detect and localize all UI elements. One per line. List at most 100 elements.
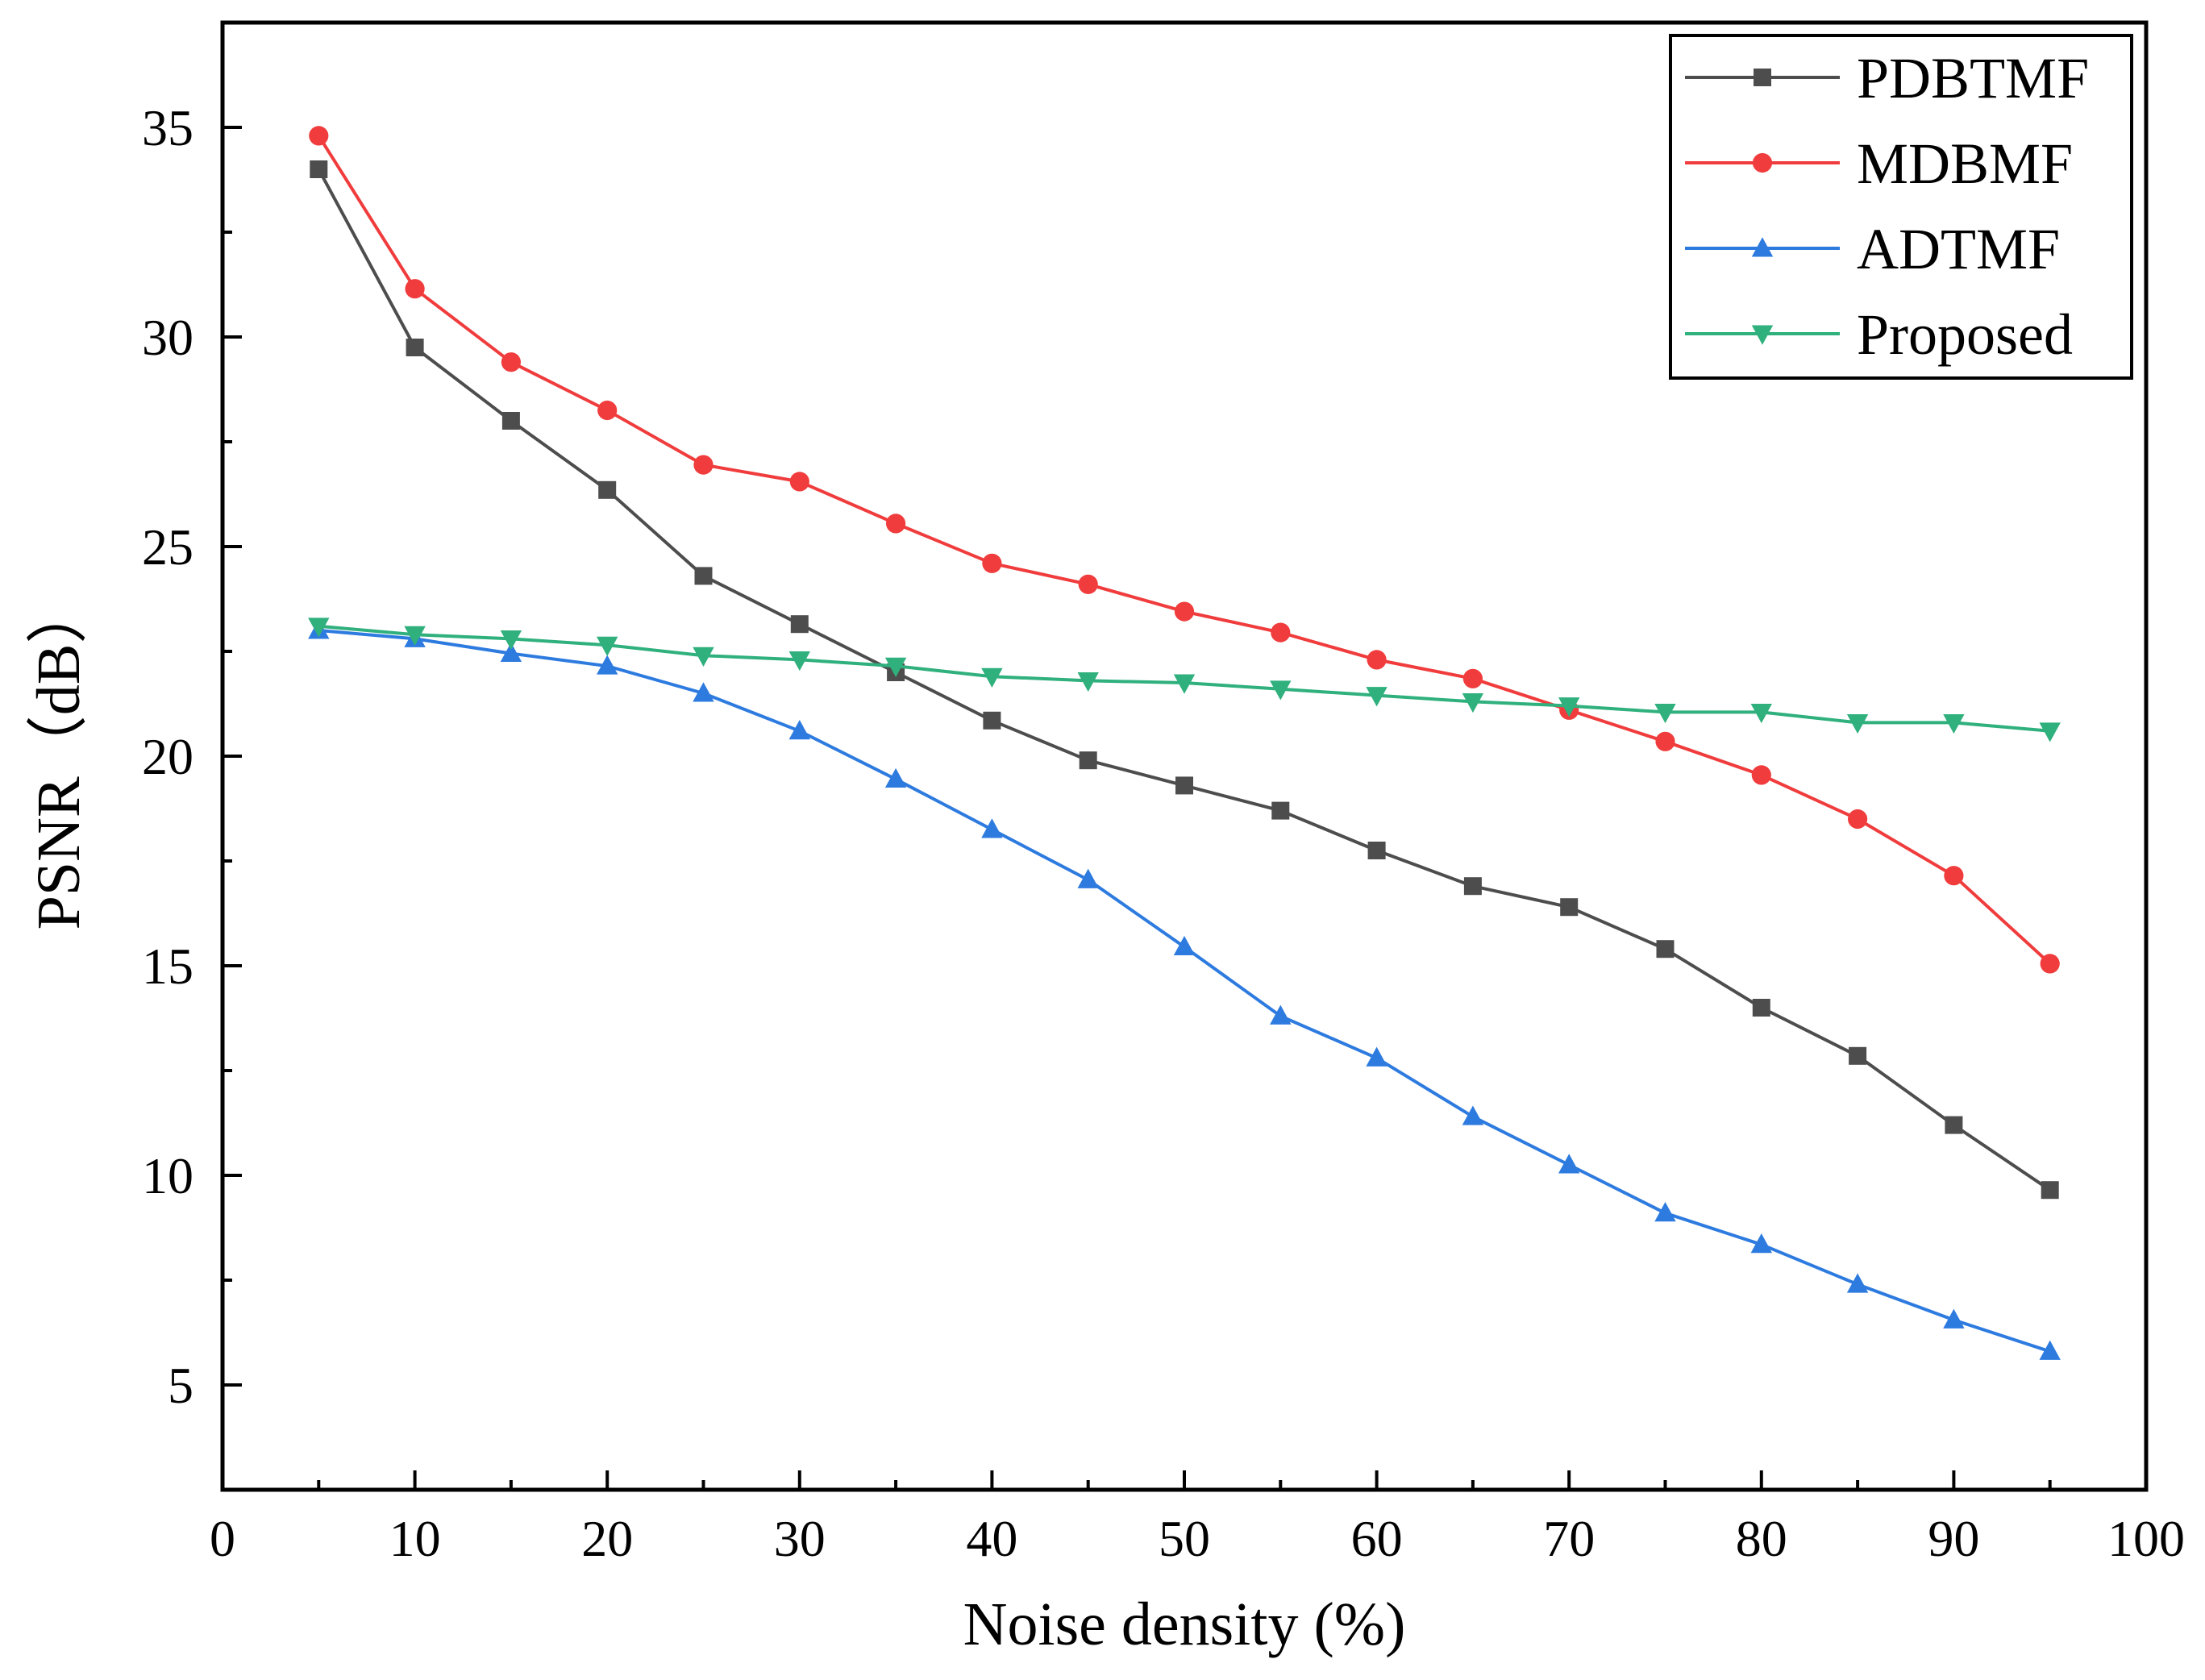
data-point-pdbtmf — [1175, 776, 1193, 795]
data-point-adtmf — [1173, 935, 1196, 956]
data-point-proposed — [404, 626, 426, 646]
data-point-pdbtmf — [310, 160, 328, 178]
legend-item-mdbmf: MDBMF — [1685, 131, 2073, 196]
y-axis-ticks: 5 10 15 20 25 30 35 — [142, 99, 242, 1414]
data-point-adtmf — [1846, 1273, 1869, 1293]
data-point-pdbtmf — [501, 412, 520, 430]
data-point-pdbtmf — [1945, 1116, 1963, 1134]
y-tick-label: 35 — [142, 99, 193, 156]
data-point-adtmf — [1943, 1308, 1965, 1329]
series-layer — [308, 126, 2061, 1360]
data-point-pdbtmf — [983, 711, 1001, 730]
data-point-mdbmf — [1751, 765, 1771, 785]
legend-marker — [1752, 152, 1773, 173]
data-point-adtmf — [2039, 1340, 2061, 1360]
legend-label: Proposed — [1857, 302, 2073, 367]
series-mdbmf — [309, 126, 2060, 974]
x-axis-ticks: 0 10 20 30 40 50 60 70 80 90 100 — [210, 1470, 2185, 1567]
data-point-pdbtmf — [406, 339, 424, 356]
data-point-adtmf — [1654, 1202, 1676, 1222]
y-tick-label: 25 — [142, 518, 193, 576]
data-point-mdbmf — [982, 553, 1002, 573]
x-tick-label: 20 — [581, 1510, 633, 1567]
y-tick-label: 15 — [142, 938, 193, 995]
x-tick-label: 40 — [966, 1510, 1017, 1567]
legend-label: MDBMF — [1857, 131, 2073, 196]
x-tick-label: 100 — [2107, 1510, 2185, 1567]
data-point-pdbtmf — [1752, 999, 1770, 1017]
data-point-proposed — [308, 618, 330, 638]
data-point-pdbtmf — [1367, 842, 1386, 859]
data-point-pdbtmf — [1560, 898, 1579, 917]
data-point-pdbtmf — [1656, 940, 1675, 959]
data-point-mdbmf — [501, 352, 522, 372]
data-point-adtmf — [1558, 1154, 1580, 1174]
data-point-mdbmf — [405, 279, 425, 299]
data-point-adtmf — [1366, 1046, 1387, 1067]
y-tick-label: 30 — [142, 309, 193, 366]
y-tick-label: 5 — [168, 1357, 193, 1414]
data-point-mdbmf — [309, 126, 329, 146]
legend-entries: PDBTMF MDBMF ADTMF Proposed — [1685, 46, 2089, 367]
data-point-proposed — [884, 657, 907, 677]
data-point-adtmf — [693, 682, 714, 702]
data-point-pdbtmf — [1271, 801, 1290, 820]
data-point-mdbmf — [1944, 866, 1964, 886]
data-point-proposed — [1654, 703, 1676, 724]
series-adtmf — [308, 619, 2061, 1360]
data-point-adtmf — [1750, 1233, 1772, 1254]
legend-marker — [1751, 237, 1774, 257]
x-tick-label: 10 — [389, 1510, 441, 1567]
x-tick-label: 90 — [1928, 1510, 1979, 1567]
data-point-pdbtmf — [694, 567, 713, 585]
series-proposed — [308, 618, 2061, 742]
data-point-proposed — [1750, 703, 1772, 724]
x-tick-label: 30 — [774, 1510, 826, 1567]
data-point-pdbtmf — [1849, 1046, 1867, 1065]
data-point-mdbmf — [693, 455, 714, 475]
data-point-pdbtmf — [1463, 877, 1482, 896]
data-point-mdbmf — [1174, 601, 1195, 622]
data-point-proposed — [1846, 713, 1869, 734]
data-point-proposed — [597, 636, 618, 656]
data-point-proposed — [1173, 674, 1196, 694]
x-tick-label: 50 — [1159, 1510, 1210, 1567]
data-point-mdbmf — [597, 400, 618, 421]
data-point-pdbtmf — [598, 480, 617, 499]
data-point-proposed — [2039, 722, 2061, 742]
data-point-adtmf — [981, 818, 1003, 838]
legend-item-pdbtmf: PDBTMF — [1685, 46, 2089, 110]
data-point-mdbmf — [1367, 650, 1387, 670]
x-tick-label: 70 — [1543, 1510, 1595, 1567]
legend-label: PDBTMF — [1857, 46, 2089, 110]
y-axis-title: PSNR（dB） — [25, 583, 93, 930]
data-point-adtmf — [500, 642, 522, 663]
data-point-adtmf — [884, 767, 907, 788]
data-point-proposed — [1943, 713, 1965, 734]
data-point-pdbtmf — [790, 615, 809, 634]
data-point-proposed — [981, 667, 1003, 688]
data-point-proposed — [1270, 680, 1292, 701]
y-tick-label: 10 — [142, 1147, 193, 1204]
data-point-adtmf — [1270, 1004, 1292, 1025]
data-point-mdbmf — [1462, 668, 1483, 688]
series-pdbtmf — [310, 160, 2059, 1200]
legend-item-proposed: Proposed — [1685, 302, 2073, 367]
data-point-mdbmf — [1655, 731, 1675, 751]
data-point-proposed — [1077, 672, 1099, 692]
data-point-proposed — [788, 651, 810, 672]
data-point-mdbmf — [1078, 574, 1098, 594]
x-tick-label: 80 — [1736, 1510, 1787, 1567]
legend: PDBTMF MDBMF ADTMF Proposed — [1669, 34, 2133, 380]
legend-label: ADTMF — [1857, 217, 2060, 281]
data-point-mdbmf — [789, 472, 809, 492]
data-point-proposed — [693, 647, 714, 667]
legend-item-adtmf: ADTMF — [1685, 217, 2060, 281]
legend-marker — [1754, 69, 1771, 86]
data-point-adtmf — [788, 720, 810, 740]
data-point-adtmf — [597, 655, 618, 675]
data-point-adtmf — [1077, 868, 1099, 888]
data-point-proposed — [1558, 697, 1580, 717]
legend-box — [1669, 34, 2133, 380]
